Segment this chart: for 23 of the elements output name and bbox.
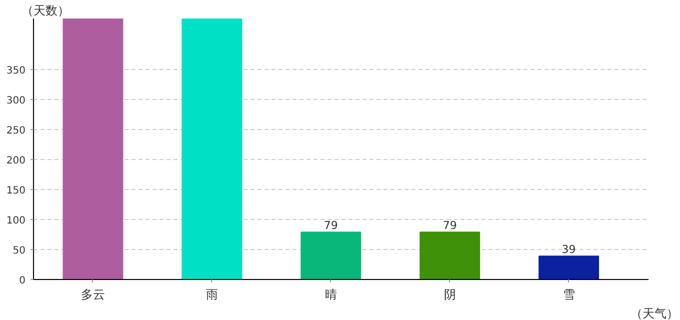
- y-tick-label: 350: [6, 66, 26, 76]
- x-tick-label: 晴: [324, 288, 337, 302]
- bar: [62, 18, 124, 280]
- x-axis-title: （天气）: [630, 306, 678, 320]
- y-tick-label: 100: [6, 216, 26, 226]
- y-axis-title: （天数）: [22, 4, 70, 18]
- y-tick-label: 250: [6, 126, 26, 136]
- y-tick-label: 150: [6, 186, 26, 196]
- y-tick-label: 300: [6, 96, 26, 106]
- x-tick-label: 多云: [80, 288, 105, 302]
- y-tick-label: 200: [6, 156, 26, 166]
- bar: [300, 232, 362, 280]
- data-label: 39: [562, 243, 576, 256]
- y-tick-label: 50: [12, 246, 26, 256]
- x-tick-label: 雨: [206, 288, 218, 302]
- bar: [182, 18, 242, 280]
- bar: [420, 232, 480, 280]
- bar: [538, 256, 600, 280]
- data-label: 79: [324, 219, 338, 232]
- x-tick-label: 雪: [562, 288, 575, 302]
- y-tick-label: 0: [19, 276, 26, 286]
- x-tick-label: 阴: [444, 288, 456, 302]
- data-label: 79: [442, 219, 457, 232]
